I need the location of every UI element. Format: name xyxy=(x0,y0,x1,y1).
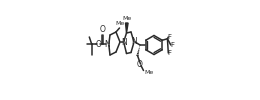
Text: Me: Me xyxy=(145,70,154,75)
Text: O: O xyxy=(136,60,142,69)
Text: F: F xyxy=(170,42,174,48)
Text: N: N xyxy=(132,37,137,46)
Text: N: N xyxy=(105,40,110,49)
Polygon shape xyxy=(126,23,128,33)
Text: F: F xyxy=(167,50,172,56)
Text: Me: Me xyxy=(123,16,132,20)
Text: Me: Me xyxy=(116,21,125,26)
Text: N: N xyxy=(121,38,127,46)
Text: O: O xyxy=(100,24,106,34)
Text: F: F xyxy=(167,34,172,40)
Text: O: O xyxy=(96,40,101,49)
